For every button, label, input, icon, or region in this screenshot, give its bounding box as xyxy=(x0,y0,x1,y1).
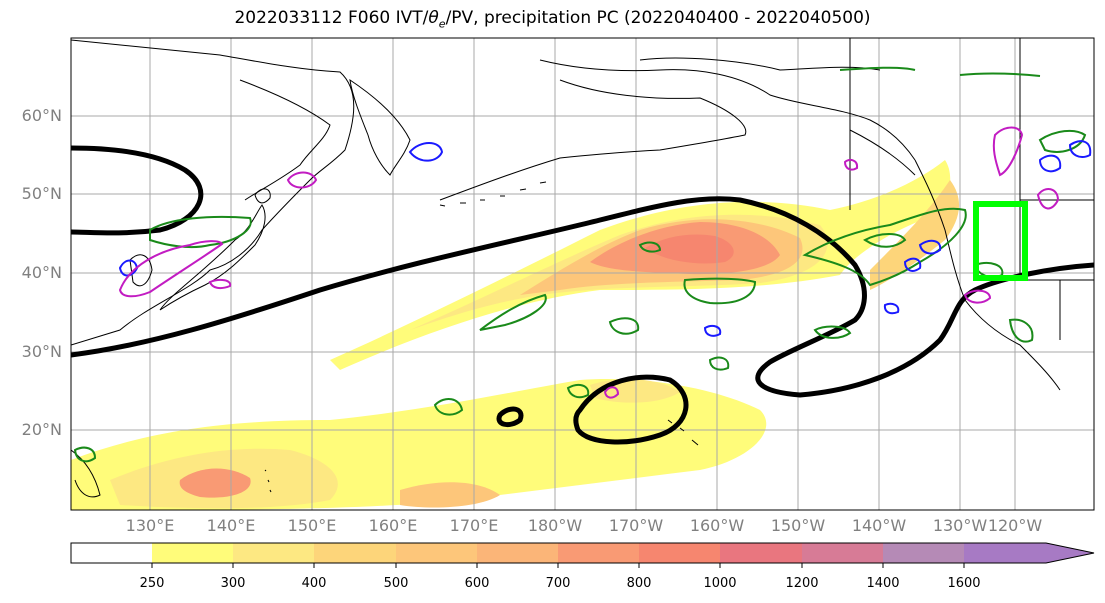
colorbar-tick-label: 1200 xyxy=(785,576,819,591)
colorbar-bin xyxy=(71,543,152,563)
colorbar-bin xyxy=(477,543,558,563)
precip-contours-green xyxy=(73,66,1087,463)
pv-contours xyxy=(71,145,1094,445)
colorbar-tick-label: 1600 xyxy=(947,576,981,591)
lon-label: 180°W xyxy=(527,516,583,535)
colorbar-extend-arrow xyxy=(1046,543,1094,563)
colorbar-tick-label: 800 xyxy=(626,576,652,591)
lon-label: 160°E xyxy=(368,516,418,535)
lat-label-50n: 50°N xyxy=(21,184,62,203)
lon-label: 130°W xyxy=(932,516,988,535)
lat-label-60n: 60°N xyxy=(21,106,62,125)
colorbar-bin xyxy=(639,543,720,563)
colorbar-bin xyxy=(558,543,639,563)
colorbar-bin xyxy=(314,543,396,563)
colorbar-bin xyxy=(802,543,883,563)
graticule xyxy=(71,38,1094,510)
lat-label-20n: 20°N xyxy=(21,420,62,439)
map-title: 2022033112 F060 IVT/θe/PV, precipitation… xyxy=(234,8,871,31)
precip-contours-magenta xyxy=(118,126,1060,399)
colorbar-bin xyxy=(883,543,964,563)
lat-label-40n: 40°N xyxy=(21,263,62,282)
lat-label-30n: 30°N xyxy=(21,342,62,361)
lon-label: 130°E xyxy=(125,516,175,535)
ivt-shading xyxy=(71,160,960,510)
lon-label: 160°W xyxy=(689,516,745,535)
colorbar-tick-label: 250 xyxy=(139,576,165,591)
colorbar-tick-label: 300 xyxy=(220,576,246,591)
colorbar-tick-label: 600 xyxy=(464,576,490,591)
colorbar xyxy=(70,542,1095,568)
lon-label: 150°E xyxy=(287,516,337,535)
lon-label: 140°W xyxy=(851,516,907,535)
lon-label: 170°W xyxy=(608,516,664,535)
colorbar-tick-label: 1000 xyxy=(703,576,737,591)
region-highlight-box xyxy=(973,201,1028,281)
colorbar-tick-label: 1400 xyxy=(866,576,900,591)
lon-label: 170°E xyxy=(449,516,499,535)
colorbar-bin xyxy=(152,543,233,563)
colorbar-tick-label: 500 xyxy=(383,576,409,591)
colorbar-bin xyxy=(396,543,477,563)
colorbar-bin xyxy=(720,543,802,563)
colorbar-tick-label: 700 xyxy=(545,576,571,591)
lon-label: 140°E xyxy=(206,516,256,535)
colorbar-tick-label: 400 xyxy=(301,576,327,591)
map-border xyxy=(70,37,1095,511)
colorbar-bin xyxy=(233,543,314,563)
lon-label: 150°W xyxy=(770,516,826,535)
lon-label: 120°W xyxy=(987,516,1043,535)
colorbar-bin xyxy=(964,543,1046,563)
